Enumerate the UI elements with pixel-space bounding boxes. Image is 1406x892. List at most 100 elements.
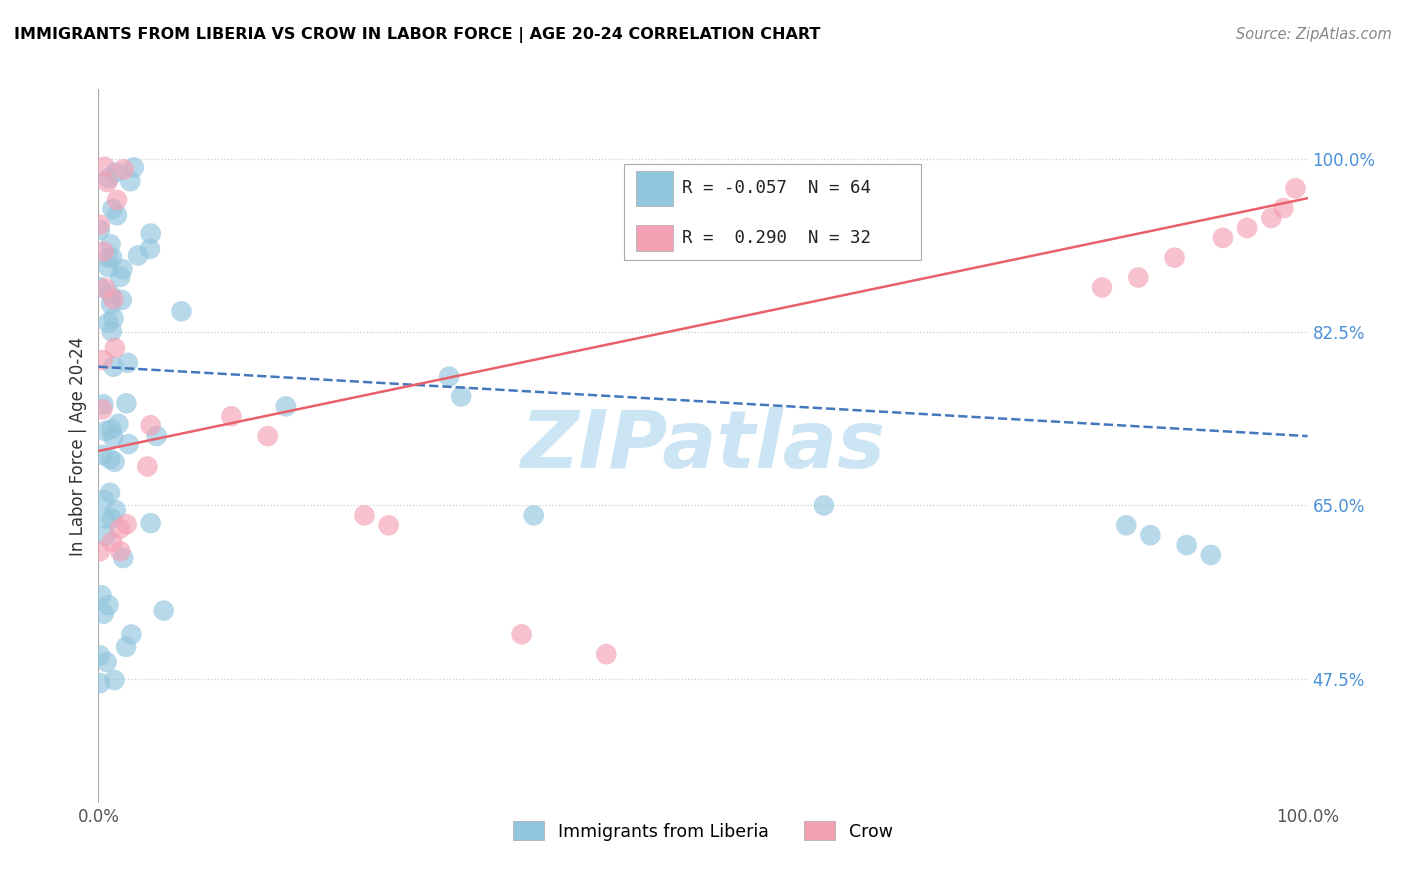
Point [93,493,115,508]
Point [96,655,118,669]
Point [107,417,129,431]
Text: IMMIGRANTS FROM LIBERIA VS CROW IN LABOR FORCE | AGE 20-24 CORRELATION CHART: IMMIGRANTS FROM LIBERIA VS CROW IN LABOR… [14,27,821,43]
Point [152,604,174,618]
Point [1175,538,1198,552]
Point [112,551,135,566]
Point [101,535,124,549]
Point [96,175,118,189]
Point [89,544,111,558]
Point [103,673,125,687]
Point [101,430,124,444]
Point [595,647,617,661]
Point [115,640,138,654]
Point [450,389,472,403]
Point [94,424,117,438]
Point [100,297,122,311]
Point [97,316,120,330]
Point [111,262,134,277]
Point [105,208,128,222]
Point [353,508,375,523]
Point [377,518,399,533]
Point [1272,201,1295,215]
Point [101,251,124,265]
Point [100,237,122,252]
Point [256,429,278,443]
Point [115,396,138,410]
Point [101,324,124,338]
Point [122,161,145,175]
Point [813,499,835,513]
Point [120,174,142,188]
Point [110,544,132,558]
FancyBboxPatch shape [624,164,921,260]
Point [1091,280,1114,294]
Point [94,529,117,543]
Point [139,516,162,530]
Point [1236,221,1258,235]
Point [274,400,297,414]
Point [100,422,122,436]
Point [103,359,125,374]
Point [98,287,121,301]
Point [1163,251,1185,265]
Point [1284,181,1306,195]
Point [437,369,460,384]
Point [93,160,115,174]
Point [120,627,142,641]
Point [93,607,115,621]
Point [89,676,111,690]
Point [104,165,127,179]
Point [94,511,117,525]
Point [89,648,111,663]
Point [103,311,125,326]
Point [139,227,162,241]
Point [1128,270,1150,285]
Text: ZIPatlas: ZIPatlas [520,407,886,485]
Point [1139,528,1161,542]
Point [1115,518,1137,533]
Point [108,522,131,536]
Point [510,627,533,641]
Point [97,598,120,612]
Point [145,429,167,443]
Point [91,448,114,462]
Legend: Immigrants from Liberia, Crow: Immigrants from Liberia, Crow [506,814,900,847]
Point [89,218,111,232]
Point [136,459,159,474]
Point [97,260,120,275]
Point [1212,231,1234,245]
Point [115,517,138,532]
Point [97,171,120,186]
Point [98,485,121,500]
Y-axis label: In Labor Force | Age 20-24: In Labor Force | Age 20-24 [69,336,87,556]
Point [1199,548,1222,562]
Point [127,248,149,262]
Text: R =  0.290  N = 32: R = 0.290 N = 32 [682,229,872,247]
Point [103,292,125,306]
Point [104,341,127,355]
Point [91,353,114,368]
Point [139,242,162,256]
FancyBboxPatch shape [637,225,672,251]
Text: R = -0.057  N = 64: R = -0.057 N = 64 [682,179,872,197]
Point [100,511,122,525]
Point [111,293,134,307]
Point [93,244,115,259]
Point [94,281,117,295]
FancyBboxPatch shape [637,171,672,205]
Point [89,223,111,237]
Point [105,193,128,207]
Point [91,402,114,417]
Point [90,588,112,602]
Text: Source: ZipAtlas.com: Source: ZipAtlas.com [1236,27,1392,42]
Point [101,202,124,216]
Point [1260,211,1282,225]
Point [89,280,111,294]
Point [117,437,139,451]
Point [110,269,132,284]
Point [103,455,125,469]
Point [97,251,120,265]
Point [98,452,121,467]
Point [104,503,127,517]
Point [112,162,135,177]
